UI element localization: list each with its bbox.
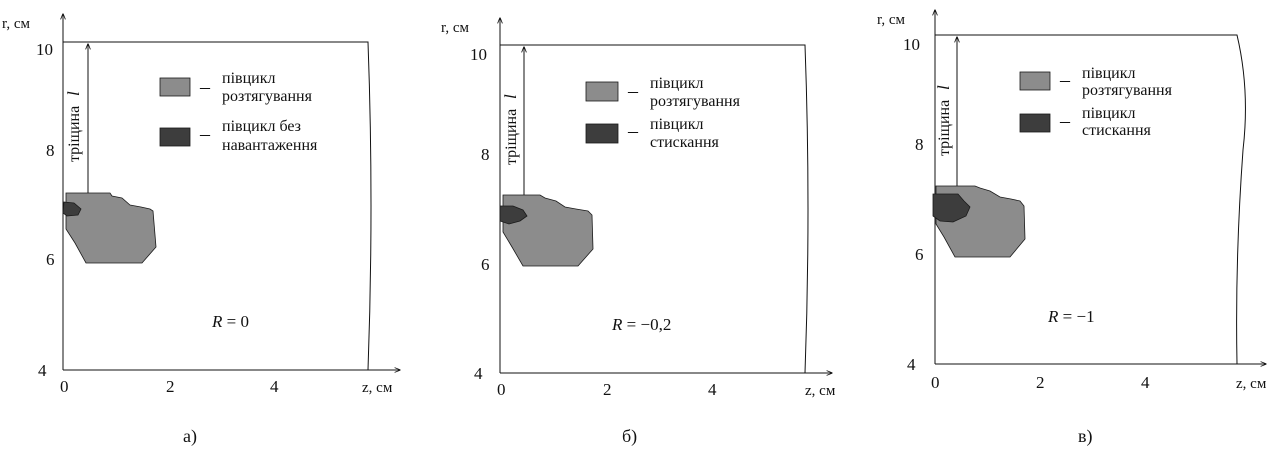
panel-a-legend-inner-swatch <box>159 127 191 147</box>
panel-b-crack-label: тріщина <box>503 109 520 165</box>
panel-b-tension-zone <box>502 194 594 267</box>
panel-b-legend-inner-line1: півцикл <box>650 116 703 133</box>
panel-b-r-tick: 10 <box>470 45 487 64</box>
panel-b-inner-zone <box>499 205 528 225</box>
panel-a-r-tick: 8 <box>46 141 55 160</box>
panel-c-z-axis-label: z, см <box>1236 376 1267 392</box>
panel-b-z-tick: 0 <box>497 380 506 399</box>
panel-a-legend-inner-line1: півцикл без <box>222 118 301 135</box>
panel-b-r-ratio: R = −0,2 <box>611 315 671 334</box>
panel-c-legend-inner-dash: – <box>1059 110 1071 132</box>
panel-a-legend-tension-swatch <box>159 77 191 97</box>
panel-b-z-tick: 4 <box>708 380 717 399</box>
panel-b-r-tick: 6 <box>481 255 490 274</box>
panel-c-crack-symbol: l <box>934 85 953 90</box>
panel-c-caption: в) <box>1078 426 1093 447</box>
panel-a-z-tick: 2 <box>166 377 175 396</box>
panel-b-frame <box>500 44 809 374</box>
panel-b-r-tick: 4 <box>474 364 483 383</box>
panel-a-r-value: = 0 <box>222 312 249 331</box>
panel-a-crack-label: тріщина <box>66 106 83 162</box>
panel-a-r-ratio: R = 0 <box>211 312 249 331</box>
panel-b-legend-inner-line2: стискання <box>650 134 720 151</box>
panel-a-crack-symbol: l <box>64 91 83 96</box>
panel-c-frame <box>935 34 1246 365</box>
panel-b-z-tick: 2 <box>603 380 612 399</box>
panel-a-r-tick: 6 <box>46 250 55 269</box>
panel-a-caption: а) <box>183 426 197 447</box>
panel-a-r-axis-label: r, см <box>2 16 31 32</box>
panel-a-z-tick: 0 <box>60 377 69 396</box>
panel-c-legend-tension-line2: розтягування <box>1082 82 1173 99</box>
panel-c-r-tick: 4 <box>907 355 916 374</box>
panel-b-crack-symbol: l <box>501 94 520 99</box>
panel-c-legend-tension-line1: півцикл <box>1082 65 1135 82</box>
panel-b-r-symbol: R <box>611 315 623 334</box>
panel-a-legend-inner-dash: – <box>199 123 211 145</box>
panel-c: r, см z, см 4 6 8 10 0 2 4 тріщина l – п… <box>877 10 1267 447</box>
panel-b-caption: б) <box>622 426 637 447</box>
panel-c-z-tick: 0 <box>931 373 940 392</box>
panel-a-legend-tension-dash: – <box>199 76 211 98</box>
panel-a-legend-tension-line2: розтягування <box>222 88 313 105</box>
panel-b-legend-tension-swatch <box>585 81 619 102</box>
panel-b-r-axis-label: r, см <box>441 20 470 36</box>
panel-a-z-tick: 4 <box>270 377 279 396</box>
panel-a-tension-zone <box>65 192 157 264</box>
panel-a-inner-zone <box>62 201 82 217</box>
panel-c-r-tick: 6 <box>915 245 924 264</box>
panel-b-legend-tension-line1: півцикл <box>650 75 703 92</box>
panel-a-r-symbol: R <box>211 312 223 331</box>
panel-b-z-axis-label: z, см <box>805 383 836 399</box>
panel-c-r-value: = −1 <box>1058 307 1094 326</box>
panel-c-legend-tension-swatch <box>1019 71 1051 91</box>
panel-b-legend-inner-dash: – <box>627 120 639 142</box>
panel-b-legend-inner-swatch <box>585 123 619 144</box>
panel-c-z-tick: 4 <box>1141 373 1150 392</box>
panel-c-crack-label: тріщина <box>936 100 953 156</box>
panel-b: r, см z, см 4 6 8 10 0 2 4 тріщина l – п… <box>441 18 836 447</box>
panel-c-legend-inner-line2: стискання <box>1082 122 1152 139</box>
panel-a-z-axis-label: z, см <box>362 380 393 396</box>
panel-c-r-tick: 8 <box>915 135 924 154</box>
panel-a-legend-tension-line1: півцикл <box>222 70 275 87</box>
panel-b-legend-tension-dash: – <box>627 80 639 102</box>
panel-c-r-axis-label: r, см <box>877 12 906 28</box>
panel-c-z-tick: 2 <box>1036 373 1045 392</box>
panel-b-r-value: = −0,2 <box>622 315 671 334</box>
panel-a: r, см z, см 4 6 8 10 0 2 4 тріщина l – п… <box>2 14 400 447</box>
panel-a-r-tick: 10 <box>36 40 53 59</box>
panel-c-inner-zone <box>932 193 971 223</box>
panel-c-r-tick: 10 <box>903 35 920 54</box>
panel-a-r-tick: 4 <box>38 361 47 380</box>
panel-c-legend-tension-dash: – <box>1059 69 1071 91</box>
panel-b-legend-tension-line2: розтягування <box>650 93 741 110</box>
panel-c-r-ratio: R = −1 <box>1047 307 1095 326</box>
panel-a-frame <box>63 41 372 371</box>
panel-c-legend-inner-line1: півцикл <box>1082 105 1135 122</box>
panel-b-r-tick: 8 <box>481 145 490 164</box>
panel-a-legend-inner-line2: навантаження <box>222 137 318 154</box>
panel-c-r-symbol: R <box>1047 307 1059 326</box>
panel-c-legend-inner-swatch <box>1019 113 1051 133</box>
